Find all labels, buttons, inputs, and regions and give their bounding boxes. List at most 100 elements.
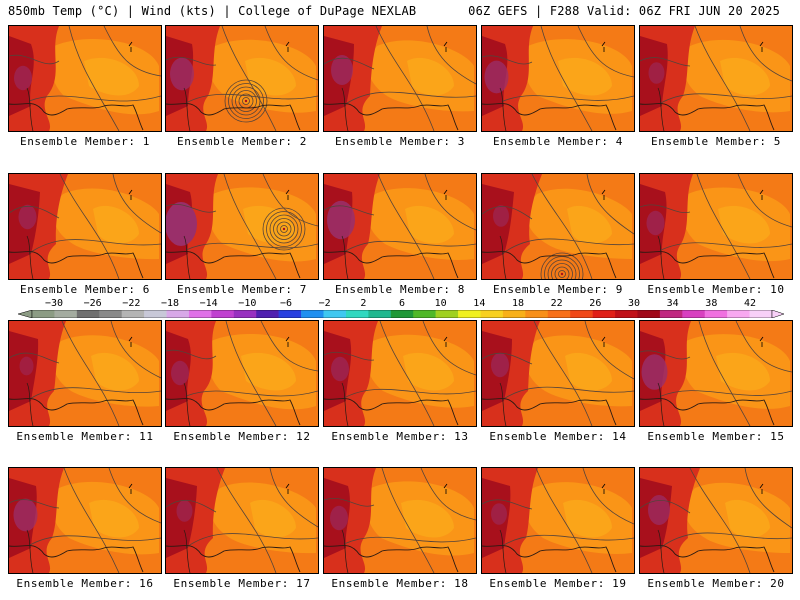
map-panel-7 xyxy=(165,173,319,280)
map-panel-4 xyxy=(481,25,635,132)
ensemble-member-label: Ensemble Member: 17 xyxy=(173,577,311,590)
ensemble-member-label: Ensemble Member: 5 xyxy=(650,135,781,148)
colorbar-tick-label: 18 xyxy=(511,298,525,309)
temperature-map xyxy=(166,468,318,573)
map-panel-18 xyxy=(323,467,477,574)
colorbar-bin xyxy=(749,310,773,318)
map-panel-16 xyxy=(8,467,162,574)
temperature-map xyxy=(9,174,161,279)
colorbar-bin xyxy=(592,310,616,318)
ensemble-member-label: Ensemble Member: 16 xyxy=(16,577,154,590)
colorbar-bin xyxy=(615,310,638,318)
ensemble-member-label: Ensemble Member: 18 xyxy=(331,577,469,590)
ensemble-member-label: Ensemble Member: 12 xyxy=(173,430,311,443)
colorbar-tick-label: −22 xyxy=(122,298,141,309)
colorbar-bin xyxy=(570,310,593,318)
colorbar-tick-label: 22 xyxy=(550,298,563,309)
colorbar-tick-label: −6 xyxy=(279,298,293,309)
colorbar-bin xyxy=(727,310,750,318)
map-panel-12 xyxy=(165,320,319,427)
colorbar-bin xyxy=(390,310,414,318)
colorbar-bin xyxy=(682,310,706,318)
colorbar-tick-label: −30 xyxy=(44,298,64,309)
colorbar-bin xyxy=(345,310,369,318)
colorbar-bin xyxy=(435,310,459,318)
colorbar-tick-label: −26 xyxy=(83,298,102,309)
map-panel-17 xyxy=(165,467,319,574)
temperature-map xyxy=(640,174,792,279)
ensemble-member-label: Ensemble Member: 19 xyxy=(489,577,627,590)
temperature-map xyxy=(324,321,476,426)
temperature-map xyxy=(482,26,634,131)
colorbar-bin xyxy=(301,310,324,318)
ensemble-member-label: Ensemble Member: 6 xyxy=(19,283,150,296)
colorbar-bin xyxy=(368,310,392,318)
map-panel-1 xyxy=(8,25,162,132)
ensemble-member-label: Ensemble Member: 20 xyxy=(647,577,785,590)
ensemble-member-label: Ensemble Member: 3 xyxy=(334,135,465,148)
colorbar-tick-label: 42 xyxy=(743,298,757,309)
colorbar-bin xyxy=(233,310,257,318)
ensemble-member-label: Ensemble Member: 10 xyxy=(647,283,785,296)
map-panel-11 xyxy=(8,320,162,427)
temperature-map xyxy=(166,26,318,131)
ensemble-member-label: Ensemble Member: 15 xyxy=(647,430,785,443)
temperature-map xyxy=(640,468,792,573)
ensemble-member-label: Ensemble Member: 9 xyxy=(492,283,623,296)
colorbar-bin xyxy=(502,310,526,318)
ensemble-member-label: Ensemble Member: 11 xyxy=(16,430,154,443)
temperature-map xyxy=(482,321,634,426)
colorbar-tick-label: −18 xyxy=(160,298,180,309)
colorbar-bin xyxy=(166,310,190,318)
colorbar-tick-label: 10 xyxy=(434,298,447,309)
map-panel-2 xyxy=(165,25,319,132)
temperature-map xyxy=(324,26,476,131)
map-panel-20 xyxy=(639,467,793,574)
temperature-map xyxy=(324,468,476,573)
ensemble-member-label: Ensemble Member: 13 xyxy=(331,430,469,443)
valid-time: 06Z GEFS | F288 Valid: 06Z FRI JUN 20 20… xyxy=(468,4,780,18)
colorbar-bin xyxy=(547,310,571,318)
ensemble-member-label: Ensemble Member: 8 xyxy=(334,283,465,296)
ensemble-member-label: Ensemble Member: 2 xyxy=(176,135,307,148)
temperature-map xyxy=(482,468,634,573)
colorbar-bin xyxy=(659,310,683,318)
colorbar-bin xyxy=(256,310,279,318)
ensemble-member-label: Ensemble Member: 1 xyxy=(19,135,150,148)
ensemble-member-label: Ensemble Member: 7 xyxy=(176,283,307,296)
temperature-map xyxy=(9,26,161,131)
colorbar-bin xyxy=(188,310,212,318)
colorbar-bin xyxy=(458,310,481,318)
colorbar-bin xyxy=(76,310,100,318)
temperature-map xyxy=(166,321,318,426)
colorbar-bin xyxy=(121,310,145,318)
map-panel-8 xyxy=(323,173,477,280)
colorbar-bin xyxy=(525,310,549,318)
colorbar-tick-label: 2 xyxy=(360,298,367,309)
temperature-colorbar xyxy=(18,310,784,318)
map-panel-9 xyxy=(481,173,635,280)
map-panel-5 xyxy=(639,25,793,132)
temperature-map xyxy=(640,321,792,426)
map-panel-10 xyxy=(639,173,793,280)
map-panel-15 xyxy=(639,320,793,427)
colorbar-bin xyxy=(323,310,347,318)
colorbar-bin xyxy=(32,310,55,318)
colorbar-tick-label: −10 xyxy=(238,298,257,309)
map-panel-3 xyxy=(323,25,477,132)
colorbar-tick-label: −14 xyxy=(199,298,218,309)
temperature-map xyxy=(9,321,161,426)
colorbar-tick-label: 34 xyxy=(666,298,679,309)
temperature-map xyxy=(482,174,634,279)
colorbar-tick-label: 14 xyxy=(473,298,486,309)
colorbar-bin xyxy=(144,310,167,318)
colorbar-tick-label: −2 xyxy=(318,298,331,309)
colorbar-bin xyxy=(278,310,302,318)
colorbar-tick-label: 38 xyxy=(705,298,718,309)
colorbar-tick-label: 30 xyxy=(627,298,641,309)
colorbar-bin xyxy=(211,310,235,318)
colorbar-bin xyxy=(99,310,122,318)
colorbar-bin xyxy=(637,310,661,318)
map-panel-19 xyxy=(481,467,635,574)
map-panel-6 xyxy=(8,173,162,280)
